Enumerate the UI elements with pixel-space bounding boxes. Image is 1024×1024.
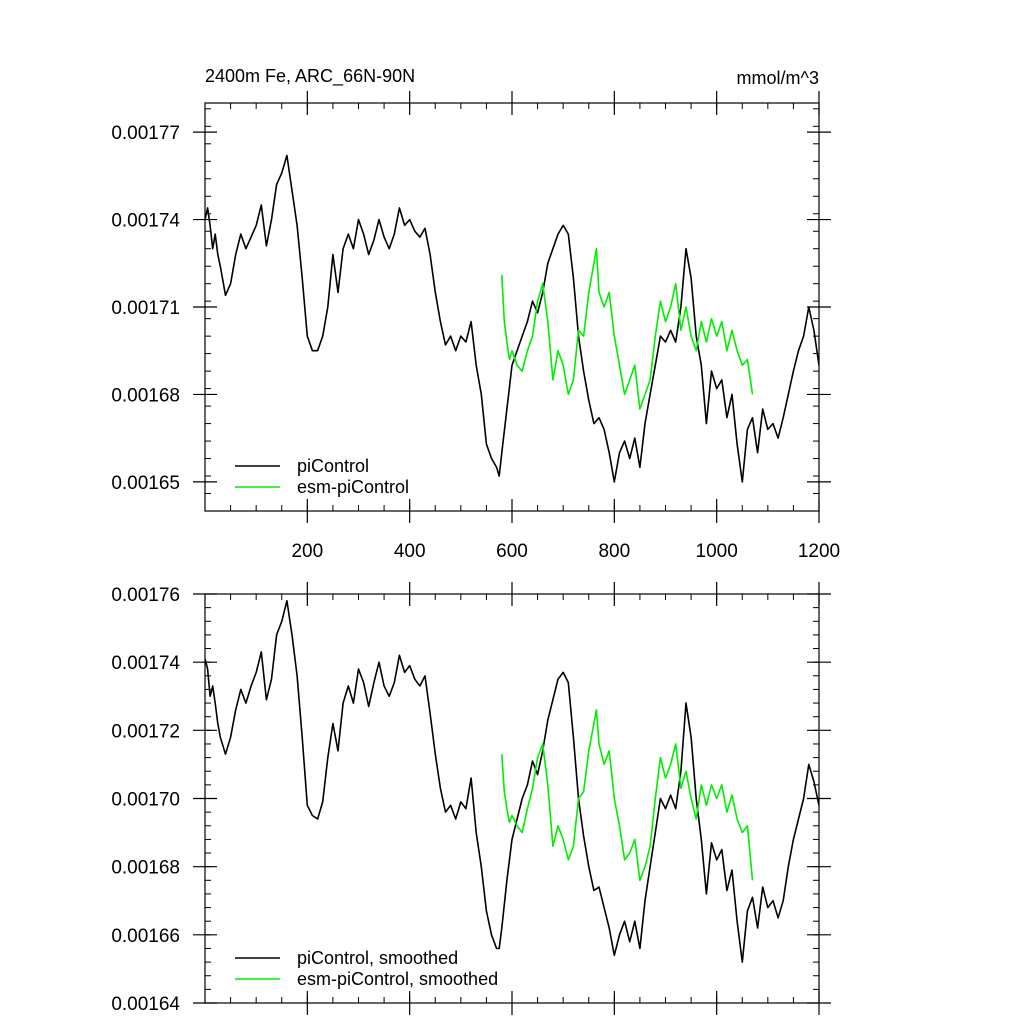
plot-frame	[204, 593, 820, 1004]
y-tick-label: 0.00165	[111, 473, 180, 494]
x-tick-label: 200	[291, 541, 323, 562]
y-tick-label: 0.00168	[111, 858, 180, 879]
y-tick-label: 0.00176	[111, 585, 180, 606]
x-tick-label: 1000	[696, 541, 738, 562]
legend-label: esm-piControl	[297, 477, 409, 497]
top-panel: 0.00165 0.00168 0.00171 0.00174 0.00177 200 40…	[111, 66, 840, 562]
y-tick-label: 0.00168	[111, 385, 180, 406]
y-tick-label: 0.00166	[111, 926, 180, 947]
series-line-0	[205, 154, 819, 483]
series-line-1	[501, 247, 754, 410]
legend-label: piControl	[297, 456, 369, 476]
bottom-panel: 0.00164 0.00166 0.00168 0.00170 0.00172 0.001…	[111, 582, 831, 1015]
chart-title: 2400m Fe, ARC_66N-90N	[205, 66, 415, 87]
plot-frame	[204, 102, 820, 512]
legend-label: esm-piControl, smoothed	[297, 969, 498, 989]
y-tick-label: 0.00172	[111, 721, 180, 742]
y-tick-label: 0.00171	[111, 298, 180, 319]
units-label: mmol/m^3	[737, 68, 819, 88]
x-tick-label: 600	[496, 541, 528, 562]
series-line-0	[205, 599, 819, 963]
series-line-1	[501, 709, 754, 882]
y-tick-label: 0.00177	[111, 123, 180, 144]
y-tick-label: 0.00174	[111, 653, 180, 674]
x-tick-label: 400	[394, 541, 426, 562]
x-tick-label: 1200	[798, 541, 840, 562]
y-tick-label: 0.00174	[111, 211, 180, 232]
y-tick-label: 0.00164	[111, 994, 180, 1015]
y-tick-label: 0.00170	[111, 790, 180, 811]
legend-label: piControl, smoothed	[297, 948, 458, 968]
x-tick-label: 800	[598, 541, 630, 562]
